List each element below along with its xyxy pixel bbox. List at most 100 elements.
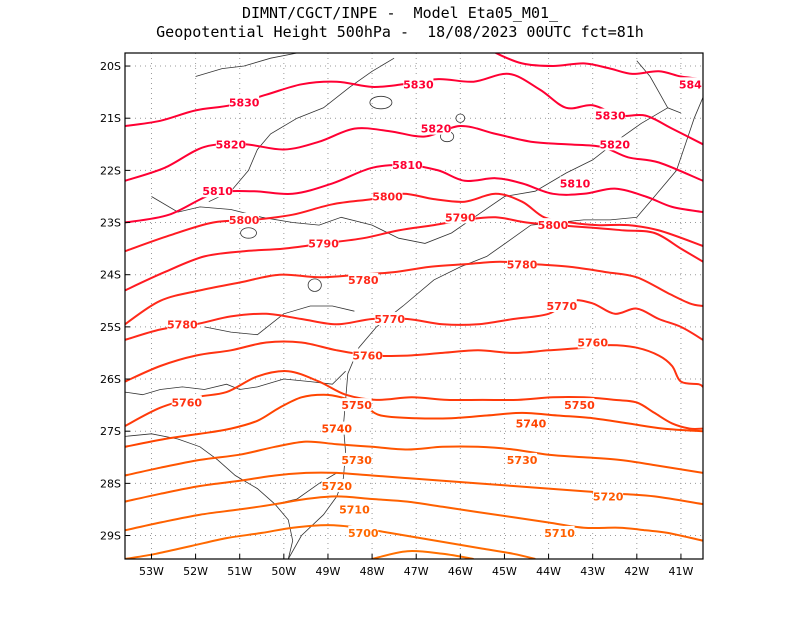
contour-5770 (125, 299, 703, 341)
contour-label-bg (341, 398, 372, 412)
contour-label: 5740 (516, 417, 547, 430)
contour-label-bg (308, 236, 339, 250)
plot-area (125, 53, 703, 559)
lake-outline (455, 113, 466, 123)
x-tick-label: 47W (404, 565, 429, 578)
contour-label: 5750 (564, 399, 595, 412)
contour-label: 5810 (202, 185, 233, 198)
contour-label: 5730 (507, 454, 538, 467)
contour-label-bg (348, 272, 379, 286)
contour-label: 5740 (321, 423, 352, 436)
y-tick-label: 25S (100, 321, 121, 334)
coastline-segment (208, 57, 395, 203)
contour-label-bg (507, 452, 538, 466)
lake-outline (369, 95, 393, 110)
contour-label-bg (339, 502, 370, 516)
coastline-segment (195, 53, 298, 77)
contour-label-bg (372, 189, 403, 203)
contour-label-bg (560, 176, 591, 190)
contour-label: 5790 (308, 237, 339, 250)
contour-label-layer: 5840 5830 5830 5830 5820 5820 5820 5810 5810 5810… (167, 77, 710, 540)
x-axis-ticks: 53W 52W 51W 50W 49W 48W 47W 46W 45W 44W 43W 42W 41W (139, 554, 693, 578)
x-tick-label: 46W (448, 565, 473, 578)
contour-label-bg (564, 398, 595, 412)
coastline-segment (204, 305, 355, 336)
contour-label: 5800 (372, 190, 403, 203)
contour-5710 (125, 495, 703, 542)
contour-label-bg (577, 335, 608, 349)
contour-label-bg (352, 348, 383, 362)
contour-label-bg (546, 299, 577, 312)
x-tick-label: 50W (271, 565, 296, 578)
contour-label-bg (537, 218, 568, 232)
contour-label: 5780 (507, 258, 538, 271)
x-tick-label: 42W (624, 565, 649, 578)
contour-5810 (125, 163, 703, 224)
contour-label: 5840 (679, 78, 710, 91)
contour-label-bg (171, 395, 202, 409)
y-tick-label: 29S (100, 530, 121, 543)
y-tick-label: 21S (100, 112, 121, 125)
y-tick-label: 23S (100, 217, 121, 230)
contour-label: 5730 (341, 454, 372, 467)
x-tick-label: 49W (316, 565, 341, 578)
contour-label: 5760 (577, 337, 608, 350)
y-tick-label: 28S (100, 477, 121, 490)
contour-label-bg (392, 158, 423, 172)
y-tick-label: 20S (100, 60, 121, 73)
chart-title-line2: Geopotential Height 500hPa - 18/08/2023 … (156, 23, 644, 41)
contour-label: 5800 (538, 219, 569, 232)
contour-label-bg (421, 121, 452, 135)
contour-label-bg (348, 525, 379, 539)
contour-label-bg (229, 95, 260, 109)
contour-label: 5830 (403, 78, 434, 91)
contour-label: 5710 (339, 503, 370, 516)
contour-label: 5750 (341, 399, 372, 412)
x-tick-label: 52W (183, 565, 208, 578)
contour-label: 5710 (544, 527, 575, 540)
contour-5780 (125, 260, 703, 326)
x-tick-label: 53W (139, 565, 164, 578)
contour-label-bg (679, 77, 703, 91)
contour-label-bg (215, 137, 246, 151)
contour-label-bg (593, 489, 624, 503)
contour-label: 5760 (171, 397, 202, 410)
contour-5730 (125, 440, 703, 477)
contour-label: 5720 (593, 490, 624, 503)
contour-label: 5770 (546, 300, 577, 313)
contour-label: 5800 (229, 214, 260, 227)
x-tick-label: 41W (669, 565, 694, 578)
x-tick-label: 44W (536, 565, 561, 578)
x-tick-label: 48W (360, 565, 385, 578)
contour-5700 (125, 524, 536, 559)
contour-label-bg (507, 257, 538, 271)
contour-label: 5820 (599, 138, 630, 151)
contour-5760 (125, 340, 703, 388)
contour-label: 5830 (229, 97, 260, 110)
plot-frame (124, 52, 704, 560)
y-tick-label: 26S (100, 373, 121, 386)
contour-5840 (495, 53, 703, 81)
contour-label: 5830 (595, 110, 626, 123)
contour-label: 5810 (392, 159, 423, 172)
contour-label: 5720 (321, 480, 352, 493)
lake-outline (307, 278, 322, 292)
contour-label-bg (229, 212, 260, 226)
contour-label-bg (341, 452, 372, 466)
contour-label-bg (321, 478, 352, 492)
contour-label-bg (167, 317, 198, 331)
y-axis-ticks: 20S 21S 22S 23S 24S 25S 26S 27S 28S 29S (100, 60, 130, 543)
contour-label: 5780 (348, 274, 379, 287)
lake-outline (240, 227, 257, 239)
y-tick-label: 22S (100, 164, 121, 177)
contour-label-bg (445, 210, 476, 224)
contour-label: 5790 (445, 211, 476, 224)
coastline-segment (125, 370, 346, 396)
y-tick-label: 27S (100, 425, 121, 438)
contour-label: 5820 (216, 138, 247, 151)
coastline-segment (636, 60, 682, 114)
contour-label: 5820 (421, 123, 452, 136)
contour-label-bg (515, 416, 546, 430)
x-tick-label: 51W (227, 565, 252, 578)
